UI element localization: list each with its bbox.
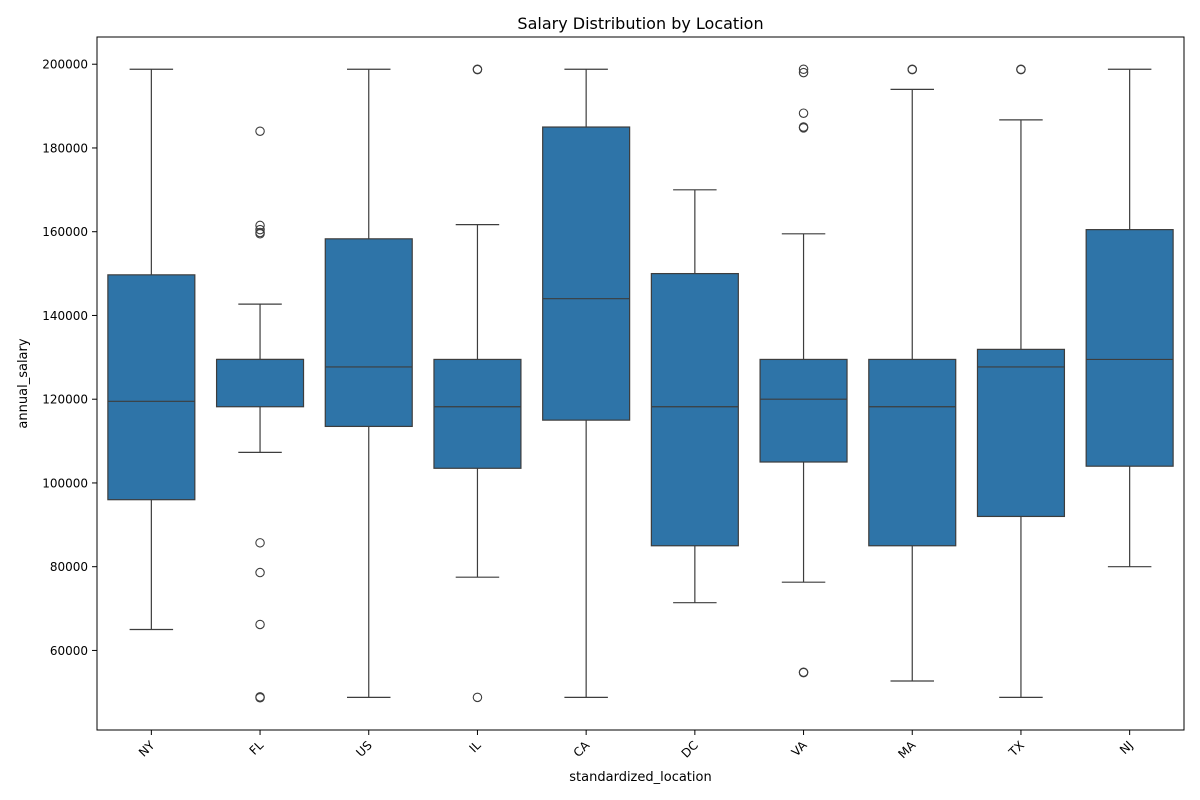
- x-tick-label-ma: MA: [895, 738, 919, 762]
- outlier-point: [255, 229, 265, 239]
- y-tick-label: 60000: [50, 644, 88, 658]
- y-tick-label: 180000: [42, 141, 88, 155]
- iqr-box: [215, 358, 305, 408]
- y-axis: 60000 80000 100000 120000 140000 160000 180000…: [42, 58, 97, 658]
- outlier-point: [1016, 64, 1026, 75]
- outlier-point: [798, 108, 809, 118]
- x-tick-label-nj: NJ: [1117, 738, 1136, 757]
- x-tick-label-il: IL: [466, 738, 483, 755]
- iqr-box: [324, 238, 413, 428]
- x-tick-label-tx: TX: [1005, 738, 1027, 760]
- outlier-point: [255, 619, 265, 630]
- y-tick-label: 160000: [42, 225, 88, 239]
- outlier-point: [907, 64, 917, 75]
- box-ny: [107, 68, 196, 631]
- outlier-point: [255, 224, 265, 235]
- box-nj: [1085, 68, 1174, 568]
- outlier-point: [255, 693, 265, 703]
- x-tick-label-ca: CA: [571, 738, 593, 760]
- box-ma: [868, 64, 957, 682]
- iqr-box: [107, 274, 196, 501]
- box-tx: [976, 64, 1066, 698]
- iqr-box: [759, 358, 848, 463]
- y-tick-label: 80000: [50, 560, 88, 574]
- box-il: [433, 64, 522, 703]
- outlier-point: [255, 126, 265, 136]
- iqr-box: [976, 348, 1066, 518]
- x-tick-label-fl: FL: [247, 738, 267, 758]
- x-tick-label-ny: NY: [136, 738, 158, 760]
- y-tick-label: 140000: [42, 309, 88, 323]
- box-ca: [542, 68, 631, 698]
- y-tick-label: 120000: [42, 393, 88, 407]
- outlier-point: [472, 692, 483, 703]
- box-fl: [215, 126, 305, 703]
- iqr-box: [542, 126, 631, 421]
- x-tick-label-va: VA: [789, 738, 811, 760]
- y-axis-title: annual_salary: [16, 338, 31, 428]
- chart-title: Salary Distribution by Location: [517, 14, 763, 33]
- outlier-point: [798, 64, 809, 74]
- outlier-point: [798, 67, 809, 78]
- outlier-point: [798, 123, 809, 133]
- outlier-point: [472, 64, 483, 75]
- iqr-box: [1085, 229, 1174, 467]
- box-dc: [650, 189, 739, 604]
- x-tick-label-dc: DC: [679, 738, 701, 760]
- y-tick-label: 200000: [42, 58, 88, 72]
- outlier-point: [255, 567, 265, 578]
- iqr-box: [650, 272, 739, 547]
- x-axis: NY FL US IL CA DC VA MA TX NJ: [136, 730, 1136, 761]
- x-axis-title: standardized_location: [569, 770, 711, 785]
- iqr-box: [868, 358, 957, 547]
- outlier-point: [798, 667, 809, 678]
- x-tick-label-us: US: [353, 738, 375, 760]
- box-us: [324, 68, 413, 698]
- boxes-layer: [107, 64, 1174, 703]
- y-tick-label: 100000: [42, 476, 88, 490]
- outlier-point: [255, 538, 265, 548]
- iqr-box: [433, 358, 522, 469]
- box-va: [759, 64, 848, 678]
- plot-frame: [96, 36, 1185, 731]
